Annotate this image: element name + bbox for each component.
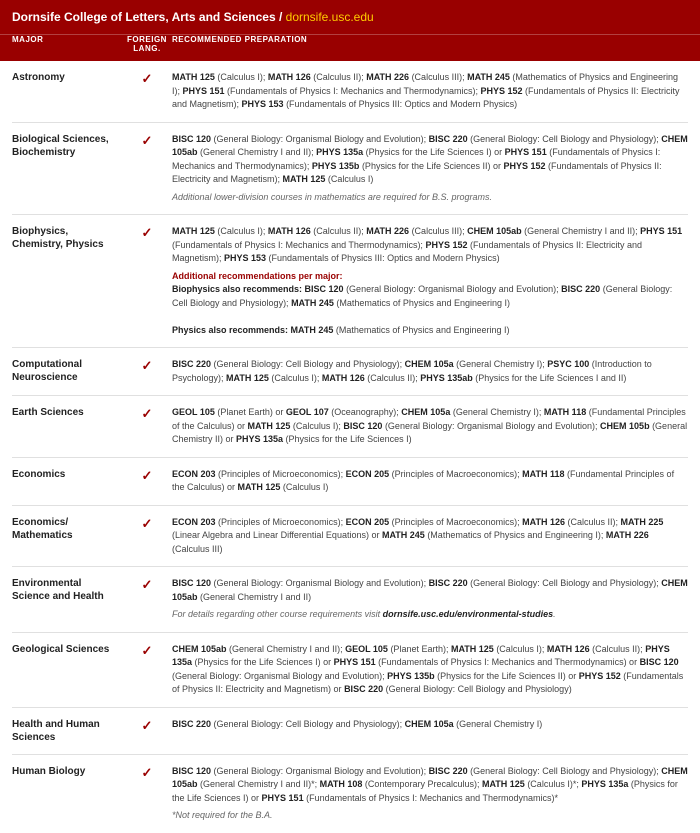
prep-cell: BISC 120 (General Biology: Organismal Bi… [172, 133, 688, 205]
prep-cell: GEOL 105 (Planet Earth) or GEOL 107 (Oce… [172, 406, 688, 447]
table-row: Biological Sciences, Biochemistry✓BISC 1… [12, 123, 688, 216]
major-cell: Earth Sciences [12, 406, 122, 447]
major-cell: Economics/ Mathematics [12, 516, 122, 557]
major-cell: Health and Human Sciences [12, 718, 122, 744]
table-row: Economics/ Mathematics✓ECON 203 (Princip… [12, 506, 688, 568]
lang-cell: ✓ [122, 468, 172, 495]
lang-cell: ✓ [122, 765, 172, 823]
prep-cell: ECON 203 (Principles of Microeconomics);… [172, 516, 688, 557]
col-header-major: MAJOR [12, 35, 122, 53]
major-cell: Environmental Science and Health [12, 577, 122, 622]
table-row: Astronomy✓MATH 125 (Calculus I); MATH 12… [12, 61, 688, 123]
table-row: Geological Sciences✓CHEM 105ab (General … [12, 633, 688, 708]
prep-cell: CHEM 105ab (General Chemistry I and II);… [172, 643, 688, 697]
major-cell: Economics [12, 468, 122, 495]
table-body: Astronomy✓MATH 125 (Calculus I); MATH 12… [0, 61, 700, 833]
table-row: Human Biology✓BISC 120 (General Biology:… [12, 755, 688, 833]
table-row: Economics✓ECON 203 (Principles of Microe… [12, 458, 688, 506]
lang-cell: ✓ [122, 71, 172, 112]
lang-cell: ✓ [122, 516, 172, 557]
prep-cell: BISC 220 (General Biology: Cell Biology … [172, 718, 688, 744]
lang-cell: ✓ [122, 643, 172, 697]
major-cell: Human Biology [12, 765, 122, 823]
table-header-row: MAJOR FOREIGN LANG. RECOMMENDED PREPARAT… [0, 34, 700, 61]
separator: / [279, 10, 286, 24]
major-cell: Biological Sciences, Biochemistry [12, 133, 122, 205]
lang-cell: ✓ [122, 406, 172, 447]
col-header-lang: FOREIGN LANG. [122, 35, 172, 53]
college-url: dornsife.usc.edu [286, 10, 374, 24]
col-header-prep: RECOMMENDED PREPARATION [172, 35, 688, 53]
lang-cell: ✓ [122, 133, 172, 205]
lang-cell: ✓ [122, 577, 172, 622]
table-row: Biophysics, Chemistry, Physics✓MATH 125 … [12, 215, 688, 348]
lang-cell: ✓ [122, 225, 172, 337]
prep-cell: BISC 120 (General Biology: Organismal Bi… [172, 577, 688, 622]
college-header: Dornsife College of Letters, Arts and Sc… [0, 0, 700, 34]
major-cell: Astronomy [12, 71, 122, 112]
prep-cell: MATH 125 (Calculus I); MATH 126 (Calculu… [172, 71, 688, 112]
major-cell: Geological Sciences [12, 643, 122, 697]
table-row: Earth Sciences✓GEOL 105 (Planet Earth) o… [12, 396, 688, 458]
major-cell: Biophysics, Chemistry, Physics [12, 225, 122, 337]
major-cell: Computational Neuroscience [12, 358, 122, 385]
prep-cell: BISC 120 (General Biology: Organismal Bi… [172, 765, 688, 823]
prep-cell: MATH 125 (Calculus I); MATH 126 (Calculu… [172, 225, 688, 337]
prep-cell: BISC 220 (General Biology: Cell Biology … [172, 358, 688, 385]
lang-cell: ✓ [122, 358, 172, 385]
lang-cell: ✓ [122, 718, 172, 744]
table-row: Health and Human Sciences✓BISC 220 (Gene… [12, 708, 688, 755]
table-row: Environmental Science and Health✓BISC 12… [12, 567, 688, 633]
college-name: Dornsife College of Letters, Arts and Sc… [12, 10, 276, 24]
prep-cell: ECON 203 (Principles of Microeconomics);… [172, 468, 688, 495]
table-row: Computational Neuroscience✓BISC 220 (Gen… [12, 348, 688, 396]
